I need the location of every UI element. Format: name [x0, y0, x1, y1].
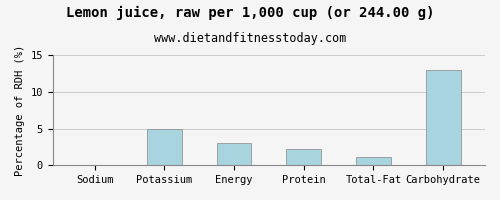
Text: Lemon juice, raw per 1,000 cup (or 244.00 g): Lemon juice, raw per 1,000 cup (or 244.0… [66, 6, 434, 20]
Bar [356, 157, 391, 165]
Bar [216, 143, 252, 165]
Bar [426, 70, 460, 165]
Y-axis label: Percentage of RDH (%): Percentage of RDH (%) [15, 45, 25, 176]
Text: www.dietandfitnesstoday.com: www.dietandfitnesstoday.com [154, 32, 346, 45]
Bar [286, 149, 321, 165]
Bar [147, 129, 182, 165]
